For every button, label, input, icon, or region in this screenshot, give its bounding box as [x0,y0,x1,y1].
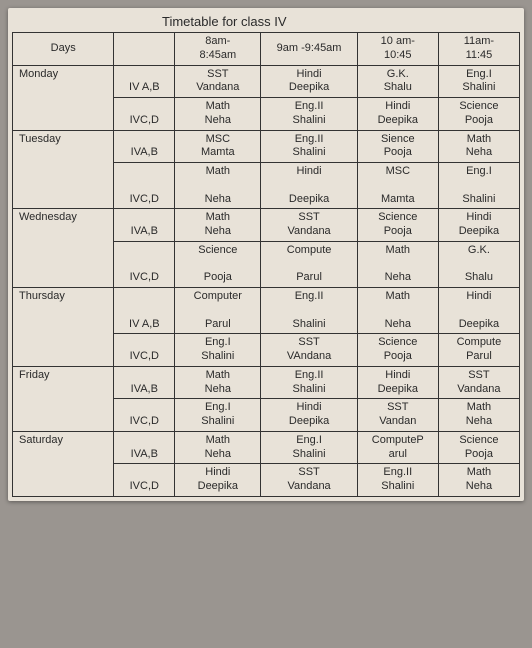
period-cell: MathNeha [175,209,261,242]
period-cell: HindiDeepika [438,209,519,242]
period-cell: SSTVandana [175,65,261,98]
period-cell: HindiDeepika [357,98,438,131]
period-cell: Eng.IShalini [438,65,519,98]
section-cell: IVC,D [114,241,175,287]
period-cell: SiencePooja [357,130,438,163]
period-cell: MathNeha [438,464,519,497]
period-cell: Eng.IShalini [438,163,519,209]
period-cell: SciencePooja [175,241,261,287]
period-cell: SciencePooja [438,431,519,464]
period-cell: MSCMamta [357,163,438,209]
day-cell: Thursday [13,288,114,367]
period-cell: HindiDeepika [261,65,357,98]
period-cell: Eng.IShalini [175,334,261,367]
section-cell: IVA,B [114,366,175,399]
col-sec [114,33,175,66]
table-row: TuesdayIVA,BMSCMamtaEng.IIShaliniSienceP… [13,130,520,163]
period-cell: MathNeha [175,163,261,209]
section-cell: IVC,D [114,399,175,432]
day-cell: Friday [13,366,114,431]
table-body: MondayIV A,BSSTVandanaHindiDeepikaG.K.Sh… [13,65,520,496]
section-cell: IVC,D [114,464,175,497]
period-cell: ComputeParul [357,431,438,464]
section-cell: IV A,B [114,65,175,98]
period-cell: HindiDeepika [438,288,519,334]
col-p3: 10 am-10:45 [357,33,438,66]
table-row: MondayIV A,BSSTVandanaHindiDeepikaG.K.Sh… [13,65,520,98]
day-cell: Wednesday [13,209,114,288]
period-cell: SciencePooja [438,98,519,131]
section-cell: IV A,B [114,288,175,334]
day-cell: Monday [13,65,114,130]
period-cell: SSTVandana [261,209,357,242]
period-cell: SSTVandana [438,366,519,399]
period-cell: Eng.IIShalini [261,288,357,334]
table-row: FridayIVA,BMathNehaEng.IIShaliniHindiDee… [13,366,520,399]
period-cell: SciencePooja [357,209,438,242]
day-cell: Saturday [13,431,114,496]
period-cell: MathNeha [357,288,438,334]
col-days: Days [13,33,114,66]
section-cell: IVA,B [114,130,175,163]
period-cell: ComputeParul [438,334,519,367]
period-cell: SSTVandan [357,399,438,432]
page-title: Timetable for class IV [12,14,520,32]
period-cell: SciencePooja [357,334,438,367]
period-cell: MathNeha [175,98,261,131]
section-cell: IVA,B [114,431,175,464]
period-cell: HindiDeepika [261,163,357,209]
section-cell: IVC,D [114,334,175,367]
day-cell: Tuesday [13,130,114,209]
period-cell: MathNeha [175,366,261,399]
period-cell: HindiDeepika [357,366,438,399]
section-cell: IVC,D [114,98,175,131]
period-cell: ComputeParul [261,241,357,287]
period-cell: G.K.Shalu [438,241,519,287]
period-cell: MSCMamta [175,130,261,163]
col-p2: 9am -9:45am [261,33,357,66]
period-cell: G.K.Shalu [357,65,438,98]
period-cell: MathNeha [357,241,438,287]
section-cell: IVC,D [114,163,175,209]
period-cell: MathNeha [175,431,261,464]
period-cell: Eng.IShalini [261,431,357,464]
period-cell: ComputerParul [175,288,261,334]
timetable: Days 8am-8:45am 9am -9:45am 10 am-10:45 … [12,32,520,497]
period-cell: MathNeha [438,399,519,432]
period-cell: MathNeha [438,130,519,163]
period-cell: HindiDeepika [261,399,357,432]
period-cell: HindiDeepika [175,464,261,497]
table-header: Days 8am-8:45am 9am -9:45am 10 am-10:45 … [13,33,520,66]
col-p4: 11am-11:45 [438,33,519,66]
period-cell: SSTVandana [261,464,357,497]
table-row: WednesdayIVA,BMathNehaSSTVandanaScienceP… [13,209,520,242]
period-cell: Eng.IIShalini [261,130,357,163]
timetable-page: Timetable for class IV Days 8am-8:45am 9… [8,8,524,501]
period-cell: Eng.IIShalini [357,464,438,497]
period-cell: Eng.IIShalini [261,366,357,399]
section-cell: IVA,B [114,209,175,242]
period-cell: SSTVAndana [261,334,357,367]
table-row: ThursdayIV A,BComputerParulEng.IIShalini… [13,288,520,334]
col-p1: 8am-8:45am [175,33,261,66]
period-cell: Eng.IIShalini [261,98,357,131]
table-row: SaturdayIVA,BMathNehaEng.IShaliniCompute… [13,431,520,464]
period-cell: Eng.IShalini [175,399,261,432]
